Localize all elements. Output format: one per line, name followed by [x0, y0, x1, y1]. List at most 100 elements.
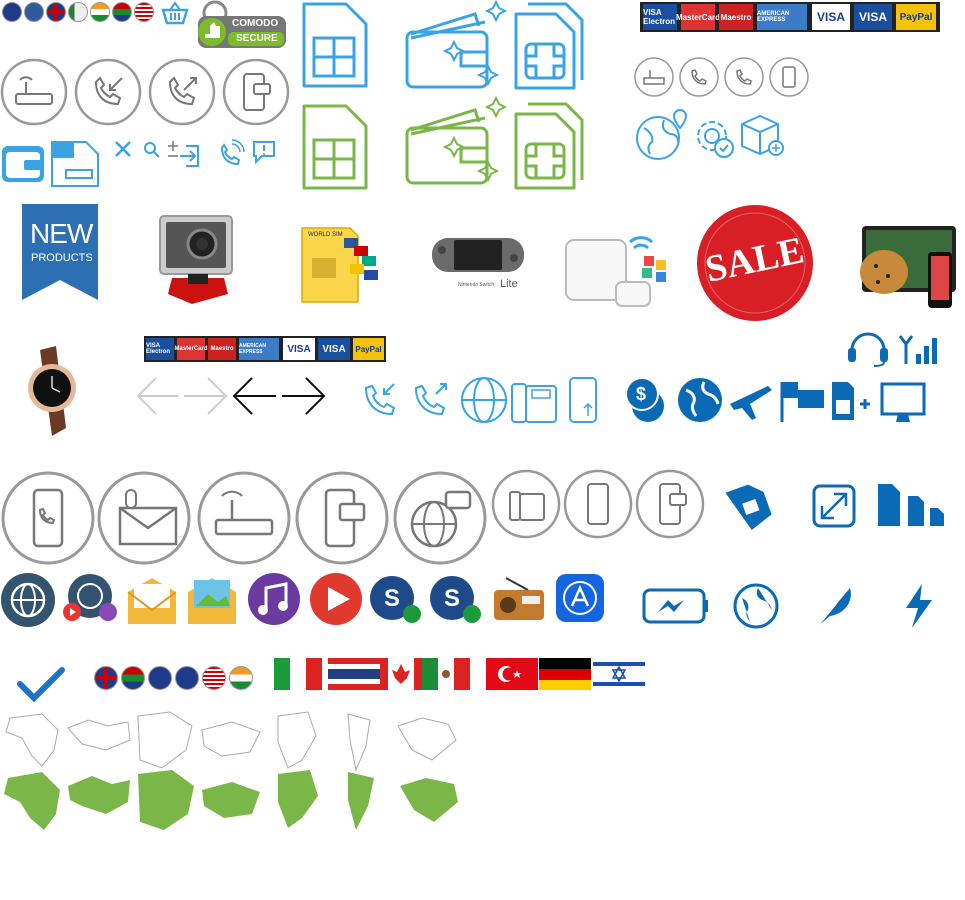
- mobile-small-icon[interactable]: [769, 57, 809, 97]
- multi-sim-green-icon: [514, 102, 584, 190]
- flags-icon[interactable]: [780, 382, 824, 422]
- music-icon[interactable]: [248, 573, 300, 625]
- resize-icon[interactable]: [812, 484, 856, 528]
- small-blue-icons-row: [2, 139, 275, 187]
- payment-cards-strip: VISA Electron MasterCard Maestro AMERICA…: [640, 2, 940, 32]
- app-store-icon[interactable]: [556, 574, 604, 622]
- document-card-icon[interactable]: [51, 141, 99, 187]
- south-america-green-map: [348, 772, 374, 830]
- visa-card-2: VISA: [283, 338, 315, 360]
- airplane-icon[interactable]: [730, 386, 772, 420]
- continent-maps: [4, 711, 458, 830]
- voicemail-circle-icon[interactable]: [97, 471, 191, 565]
- desk-phone-icon[interactable]: [511, 383, 557, 423]
- flag-israel-icon: [593, 658, 645, 690]
- router-small-icon[interactable]: [634, 57, 674, 97]
- radio-icon[interactable]: [494, 577, 544, 620]
- outgoing-call-circle-icon[interactable]: [148, 58, 216, 126]
- incoming-call-small-icon[interactable]: [679, 57, 719, 97]
- south-america-outline-map: [347, 713, 371, 772]
- close-icon[interactable]: [115, 141, 131, 157]
- mobile-chat-small-circle-icon[interactable]: [635, 469, 705, 539]
- flag-uk-icon: [46, 2, 66, 22]
- flag-canada-icon: [380, 658, 422, 690]
- incoming-call-blue-icon[interactable]: [364, 383, 396, 416]
- middle-east-green-map: [400, 778, 458, 822]
- lightning-icon[interactable]: [906, 584, 932, 628]
- box-add-icon[interactable]: [741, 114, 784, 156]
- globe-chat-circle-icon[interactable]: [393, 471, 487, 565]
- email-photo-icon[interactable]: [188, 578, 236, 624]
- globe-location-icon[interactable]: [636, 109, 688, 160]
- support-signal-icons: [848, 332, 937, 367]
- asia-green-map: [202, 782, 260, 818]
- mobile-message-circle-icon[interactable]: [222, 58, 290, 126]
- sim-plus-icon[interactable]: [832, 382, 870, 420]
- visa-blue-card: VISA: [854, 4, 892, 30]
- flag-india-icon: [90, 2, 110, 22]
- outgoing-call-blue-icon[interactable]: [414, 383, 447, 416]
- gear-check-icon[interactable]: [697, 121, 734, 158]
- mobile-call-circle-icon[interactable]: [1, 471, 95, 565]
- sim-resize-icons: [725, 480, 944, 534]
- mobile-call-small-circle-icon[interactable]: [563, 469, 633, 539]
- monitor-icon[interactable]: [880, 382, 926, 422]
- flag-usa-icon: [134, 2, 154, 22]
- skype-video-icon[interactable]: S: [430, 576, 481, 623]
- feather-icon[interactable]: [815, 588, 851, 629]
- world-sim-pack-image: WORLD SIM: [294, 218, 384, 308]
- chat-alert-icon[interactable]: [253, 141, 275, 165]
- flag-uk-round-icon: [94, 666, 118, 690]
- europe-outline-map: [137, 711, 193, 769]
- flag-india-round-icon: [229, 666, 253, 690]
- flag-thailand-icon: [328, 658, 380, 690]
- flag-australia-icon: [2, 2, 22, 22]
- login-icon[interactable]: [180, 145, 199, 167]
- mobile-transfer-icon[interactable]: [569, 377, 597, 423]
- checkmark-icon[interactable]: [16, 664, 66, 704]
- wallet-small-icon[interactable]: [2, 146, 44, 182]
- incoming-call-circle-icon[interactable]: [74, 58, 142, 126]
- arrow-right-dark-icon[interactable]: [282, 377, 326, 415]
- flag-italy-icon: [274, 658, 322, 690]
- router-circle-icon[interactable]: [0, 58, 68, 126]
- globe-solid-icon[interactable]: [678, 378, 722, 422]
- multi-sim-blue-icon: [514, 2, 584, 90]
- nintendo-brand: Nintendo Switch: [458, 282, 495, 288]
- sim-card-green-icon: [302, 104, 368, 190]
- globe-dark-icon[interactable]: [1, 573, 55, 627]
- outgoing-call-small-icon[interactable]: [724, 57, 764, 97]
- amex-card: AMERICAN EXPRESS: [757, 4, 807, 30]
- globe-media-icon[interactable]: [63, 574, 117, 621]
- sim-stack-icon[interactable]: [725, 480, 774, 534]
- solid-blue-icons-row: $: [625, 377, 926, 422]
- skype-call-icon[interactable]: S: [370, 576, 421, 623]
- plus-minus-icon[interactable]: [168, 141, 178, 157]
- phone-wifi-icon[interactable]: [220, 139, 245, 166]
- globe-blue-icon[interactable]: [733, 583, 779, 629]
- globe-pins-icon[interactable]: [461, 377, 507, 423]
- shopping-basket-icon[interactable]: [161, 1, 189, 25]
- flag-pakistan-icon: [68, 2, 88, 22]
- video-play-icon[interactable]: [310, 573, 362, 625]
- email-icon[interactable]: [127, 578, 177, 624]
- arrow-left-dark-icon[interactable]: [232, 377, 276, 415]
- visa-electron-card: VISA Electron: [643, 4, 677, 30]
- arrow-right-light-icon[interactable]: [184, 377, 228, 415]
- headset-icon[interactable]: [848, 332, 888, 367]
- comodo-brand: COMODO: [232, 18, 279, 29]
- search-icon[interactable]: [144, 142, 160, 158]
- globe-gear-box-icons: [636, 109, 784, 160]
- europe-green-map: [138, 770, 194, 830]
- mobile-chat-circle-icon[interactable]: [295, 471, 389, 565]
- flag-usa-round-icon: [202, 666, 226, 690]
- arrow-left-light-icon[interactable]: [136, 377, 178, 415]
- sim-sizes-icon[interactable]: [878, 484, 944, 526]
- north-america-outline-map: [277, 711, 317, 769]
- coins-dollar-icon[interactable]: $: [625, 377, 664, 422]
- africa-outline-map: [5, 713, 59, 767]
- desk-phone-circle-icon[interactable]: [491, 469, 561, 539]
- messenger-battery-icon[interactable]: [642, 588, 708, 624]
- router-large-circle-icon[interactable]: [197, 471, 291, 565]
- signal-bars-icon[interactable]: [898, 335, 937, 364]
